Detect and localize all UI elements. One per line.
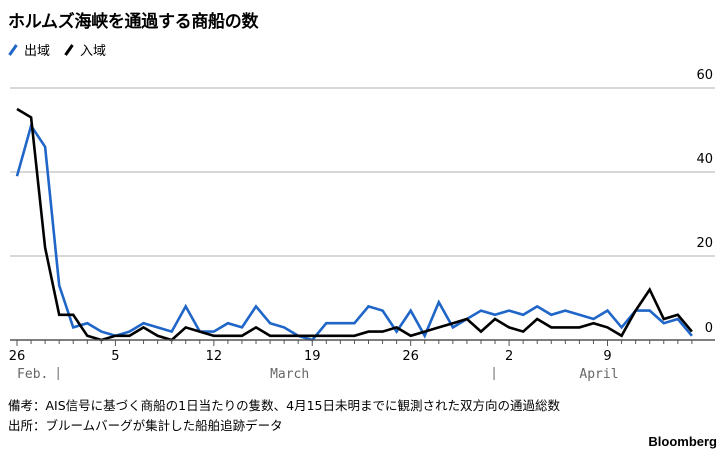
line-chart: 0 20 40 60 26 5 12 19 26 2 9 Feb. March April <box>9 68 715 382</box>
legend-label-inbound: 入域 <box>80 44 107 59</box>
legend: 出域 入域 <box>8 40 120 59</box>
line-swatch-icon <box>64 43 74 56</box>
y-axis-label: 0 <box>705 321 713 336</box>
x-tick-label: 9 <box>603 349 611 364</box>
month-label: March <box>270 367 309 382</box>
y-axis-label: 60 <box>696 68 713 83</box>
y-axis-label: 40 <box>696 152 713 167</box>
x-tick-label: 19 <box>304 349 321 364</box>
remark-note: 備考：AIS信号に基づく商船の1日当たりの隻数、4月15日未明までに観測された双… <box>8 398 560 413</box>
month-label: April <box>579 367 618 382</box>
month-label: Feb. <box>17 367 48 382</box>
chart-title: ホルムズ海峡を通過する商船の数 <box>8 12 259 32</box>
bloomberg-logo: Bloomberg <box>648 434 717 449</box>
x-tick-label: 26 <box>9 349 26 364</box>
x-tick-label: 2 <box>505 349 513 364</box>
legend-item-inbound: 入域 <box>64 40 106 59</box>
notes: 備考：AIS信号に基づく商船の1日当たりの隻数、4月15日未明までに観測された双… <box>8 396 560 436</box>
x-tick-label: 12 <box>206 349 223 364</box>
legend-item-outbound: 出域 <box>8 40 50 59</box>
line-swatch-icon <box>8 43 18 56</box>
source-note: 出所：ブルームバーグが集計した船舶追跡データ <box>8 418 283 433</box>
legend-label-outbound: 出域 <box>24 44 51 59</box>
x-tick-label: 5 <box>111 349 119 364</box>
x-tick-label: 26 <box>402 349 419 364</box>
series-line-inbound <box>16 107 693 342</box>
series-line-outbound <box>15 122 693 342</box>
y-axis-label: 20 <box>696 236 713 251</box>
